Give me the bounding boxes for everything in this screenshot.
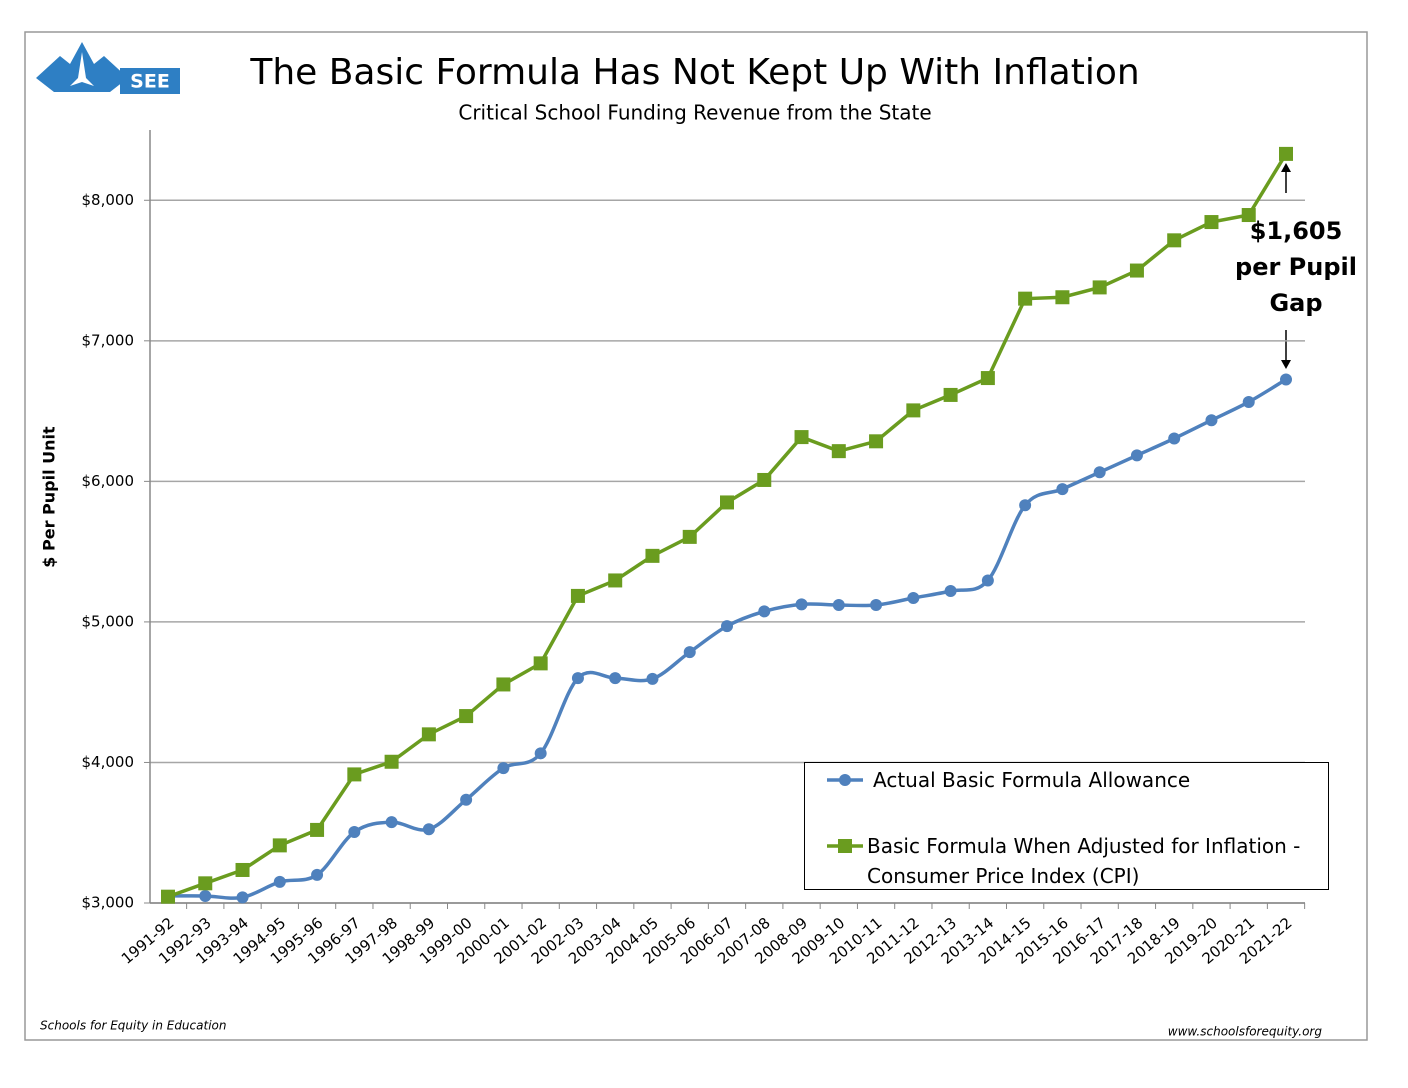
marker — [161, 889, 175, 904]
marker — [497, 762, 510, 775]
marker — [838, 839, 852, 853]
marker — [534, 747, 547, 760]
marker — [1205, 414, 1218, 427]
marker — [198, 876, 213, 891]
marker — [310, 822, 325, 837]
marker — [348, 826, 361, 839]
marker — [645, 548, 660, 563]
chart-title: The Basic Formula Has Not Kept Up With I… — [249, 52, 1139, 93]
marker — [571, 672, 584, 685]
marker — [1019, 499, 1032, 512]
marker — [981, 574, 994, 587]
marker — [1018, 291, 1033, 306]
annotation-line: per Pupil — [1235, 253, 1357, 281]
legend-label: Actual Basic Formula Allowance — [873, 768, 1191, 792]
marker — [384, 754, 399, 769]
marker — [831, 444, 846, 459]
marker — [609, 672, 622, 685]
marker — [1092, 280, 1107, 295]
legend-item: Basic Formula When Adjusted for Inflatio… — [825, 831, 1315, 891]
marker — [906, 403, 921, 418]
marker — [460, 793, 473, 806]
marker — [1242, 395, 1255, 408]
legend-item: Actual Basic Formula Allowance — [825, 765, 1321, 795]
marker — [839, 774, 851, 786]
marker — [347, 767, 362, 782]
marker — [236, 891, 249, 904]
marker — [869, 434, 884, 449]
marker — [273, 875, 286, 888]
marker — [720, 495, 734, 510]
marker — [459, 709, 474, 724]
y-tick-label: $3,000 — [82, 894, 135, 912]
marker — [944, 584, 957, 597]
footer-left: Schools for Equity in Education — [40, 1019, 226, 1033]
marker — [1056, 483, 1069, 496]
marker — [385, 816, 398, 829]
marker — [533, 656, 548, 671]
marker — [757, 472, 772, 487]
marker — [832, 599, 845, 612]
marker — [422, 823, 435, 836]
marker — [235, 862, 250, 877]
legend-swatch — [827, 774, 863, 786]
y-tick-label: $6,000 — [82, 472, 135, 490]
marker — [683, 646, 696, 659]
marker — [1167, 233, 1182, 248]
marker — [758, 605, 771, 618]
marker — [1168, 432, 1181, 445]
marker — [272, 838, 287, 853]
marker — [980, 371, 995, 386]
marker — [1093, 466, 1106, 479]
legend-swatch — [827, 839, 863, 853]
y-tick-label: $8,000 — [82, 191, 135, 209]
marker — [1204, 215, 1219, 230]
legend: Actual Basic Formula Allowance Basic Form… — [804, 762, 1329, 890]
marker — [421, 727, 436, 742]
annotation: $1,605 per Pupil Gap — [1235, 163, 1357, 369]
marker — [682, 529, 697, 544]
y-tick-label: $7,000 — [82, 331, 135, 349]
logo-text: SEE — [130, 71, 170, 93]
marker — [646, 672, 659, 685]
marker — [794, 430, 809, 445]
marker — [1055, 290, 1070, 305]
legend-label: Basic Formula When Adjusted for Inflatio… — [867, 834, 1301, 888]
marker — [496, 677, 511, 692]
y-tick-label: $5,000 — [82, 612, 135, 630]
marker — [943, 387, 958, 402]
marker — [795, 598, 808, 611]
footer-right: www.schoolsforequity.org — [1168, 1025, 1323, 1039]
marker — [870, 599, 883, 612]
marker — [311, 868, 324, 881]
y-axis-label: $ Per Pupil Unit — [40, 426, 59, 568]
y-tick-label: $4,000 — [82, 753, 135, 771]
marker — [721, 620, 733, 633]
marker — [1241, 208, 1256, 223]
marker — [570, 588, 585, 603]
annotation-line: $1,605 — [1250, 217, 1343, 245]
chart-subtitle: Critical School Funding Revenue from the… — [458, 101, 931, 125]
logo: SEE — [36, 42, 180, 94]
marker — [608, 573, 623, 588]
marker — [1280, 373, 1292, 386]
marker — [907, 592, 920, 605]
marker — [1129, 263, 1144, 278]
marker — [1130, 449, 1143, 462]
frame — [24, 31, 1368, 1041]
annotation-line: Gap — [1269, 289, 1322, 317]
marker — [199, 889, 212, 902]
marker — [1279, 146, 1293, 161]
